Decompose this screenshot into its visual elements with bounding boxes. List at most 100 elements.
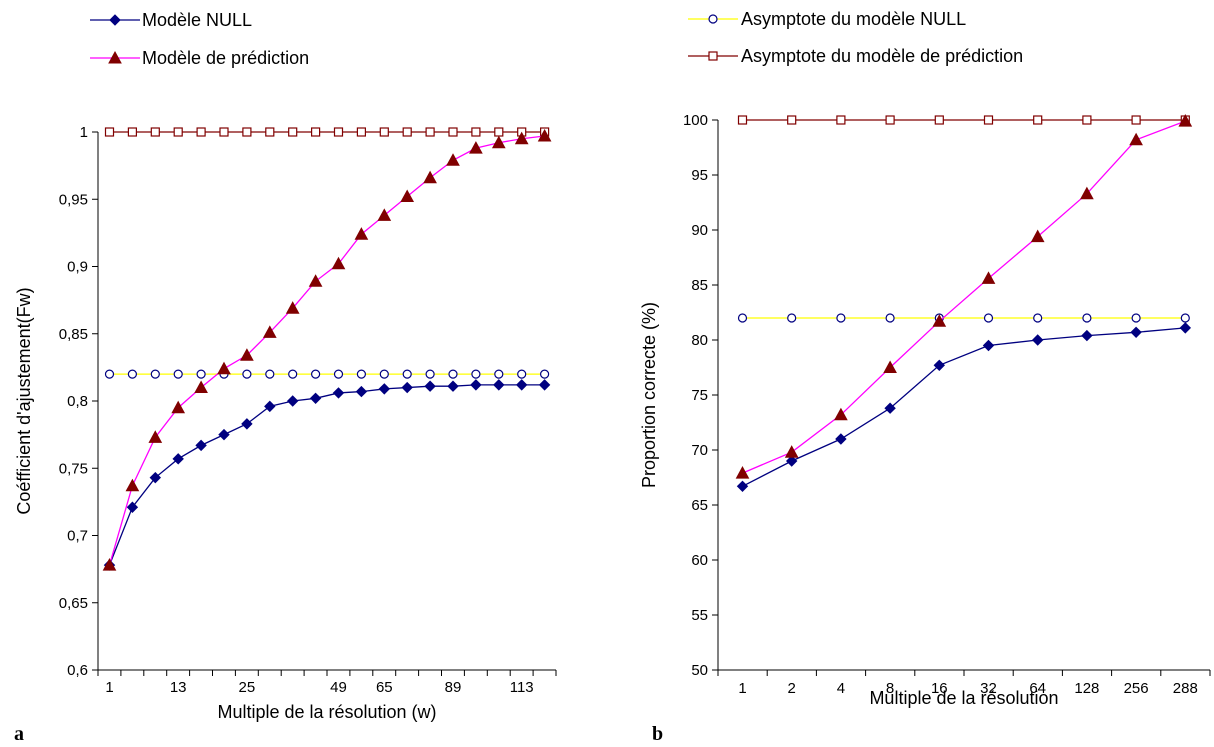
- data-point: [981, 271, 996, 284]
- x-tick-label: 64: [1029, 680, 1046, 697]
- data-point: [265, 369, 275, 379]
- data-point: [288, 369, 298, 379]
- legend-entry-modele-de-prediction: Modèle de prédiction: [90, 48, 309, 68]
- y-tick-label: 0,85: [59, 326, 88, 343]
- data-point: [787, 115, 797, 125]
- legend-left: Modèle NULL Modèle de prédiction: [90, 10, 309, 68]
- data-point: [333, 127, 344, 137]
- data-point: [194, 380, 208, 394]
- data-point: [423, 170, 437, 184]
- data-point: [355, 385, 368, 398]
- series-modele-de-prediction: [735, 114, 1193, 479]
- data-point: [240, 348, 254, 361]
- series-asymptote-du-modele-de-prediction: [737, 115, 1190, 125]
- legend-marker: [708, 14, 718, 24]
- data-point: [401, 381, 413, 394]
- data-point: [784, 445, 799, 458]
- data-point: [333, 369, 344, 379]
- y-tick-label: 85: [691, 277, 708, 294]
- y-tick-label: 0,6: [67, 662, 88, 679]
- data-point: [172, 453, 184, 465]
- x-tick-label: 13: [170, 679, 187, 696]
- data-point: [127, 369, 137, 379]
- data-point: [125, 478, 140, 492]
- data-point: [264, 400, 276, 413]
- data-point: [242, 127, 252, 137]
- y-tick-label: 0,65: [59, 595, 88, 612]
- data-point: [379, 369, 389, 379]
- x-tick-label: 4: [837, 680, 845, 697]
- data-point: [377, 208, 392, 221]
- x-tick-label: 288: [1173, 680, 1198, 697]
- data-point: [1081, 329, 1093, 342]
- data-point: [983, 313, 994, 323]
- data-point: [242, 369, 252, 379]
- data-point: [1030, 229, 1045, 243]
- legend-label: Asymptote du modèle de prédiction: [741, 46, 1023, 66]
- data-point: [493, 379, 505, 391]
- legend-entry-asymptote-du-modele-null: Asymptote du modèle NULL: [688, 9, 966, 29]
- data-point: [1033, 115, 1043, 125]
- data-point: [1180, 313, 1190, 323]
- data-point: [1080, 186, 1094, 200]
- data-point: [356, 127, 366, 137]
- series-asymptote-du-modele-null: [737, 313, 1190, 323]
- data-point: [308, 274, 323, 287]
- data-point: [219, 127, 229, 137]
- data-point: [126, 501, 139, 513]
- data-point: [379, 127, 389, 137]
- x-tick-label: 128: [1074, 680, 1099, 697]
- data-point: [785, 455, 798, 467]
- legend-entry-modele-null: Modèle NULL: [90, 10, 252, 30]
- series-asymptote-du-modele-null: [104, 369, 550, 379]
- data-point: [836, 313, 846, 323]
- data-point: [517, 369, 527, 379]
- data-point: [311, 369, 321, 379]
- data-point: [241, 418, 253, 430]
- y-tick-label: 0,9: [67, 259, 88, 276]
- data-point: [836, 115, 846, 125]
- x-tick-label: 16: [931, 680, 948, 697]
- x-tick-label: 25: [239, 679, 256, 696]
- legend-label: Asymptote du modèle NULL: [741, 9, 966, 29]
- series-modele-de-prediction: [102, 128, 552, 571]
- data-point: [446, 153, 460, 166]
- data-point: [1130, 326, 1142, 339]
- y-tick-label: 55: [691, 607, 708, 624]
- data-point: [494, 369, 504, 379]
- y-tick-label: 0,75: [59, 460, 88, 477]
- data-point: [735, 466, 750, 479]
- legend-marker: [109, 14, 121, 26]
- y-tick-label: 1: [80, 124, 88, 141]
- legend-entry-asymptote-du-modele-de-prediction: Asymptote du modèle de prédiction: [688, 46, 1023, 66]
- data-point: [173, 127, 183, 137]
- data-point: [309, 392, 322, 405]
- y-tick-label: 0,95: [59, 191, 88, 208]
- panel-label: b: [652, 723, 663, 745]
- y-tick-label: 70: [691, 442, 708, 459]
- data-point: [539, 369, 550, 379]
- data-point: [787, 313, 797, 323]
- data-point: [217, 361, 231, 375]
- data-point: [354, 227, 369, 240]
- data-point: [537, 128, 552, 142]
- series-modele-null: [736, 322, 1192, 493]
- series-line: [108, 135, 545, 566]
- data-point: [104, 369, 115, 379]
- data-point: [884, 402, 896, 414]
- data-point: [982, 339, 995, 352]
- data-point: [218, 428, 230, 441]
- data-point: [286, 395, 299, 407]
- data-point: [150, 127, 160, 137]
- data-point: [885, 115, 895, 125]
- data-point: [402, 127, 412, 137]
- data-point: [378, 383, 391, 395]
- data-point: [400, 189, 415, 203]
- x-axis-title: Multiple de la résolution: [869, 688, 1058, 708]
- x-tick-label: 1: [105, 679, 113, 696]
- data-point: [425, 127, 435, 137]
- data-point: [332, 387, 345, 399]
- data-point: [425, 369, 435, 379]
- data-point: [470, 379, 482, 391]
